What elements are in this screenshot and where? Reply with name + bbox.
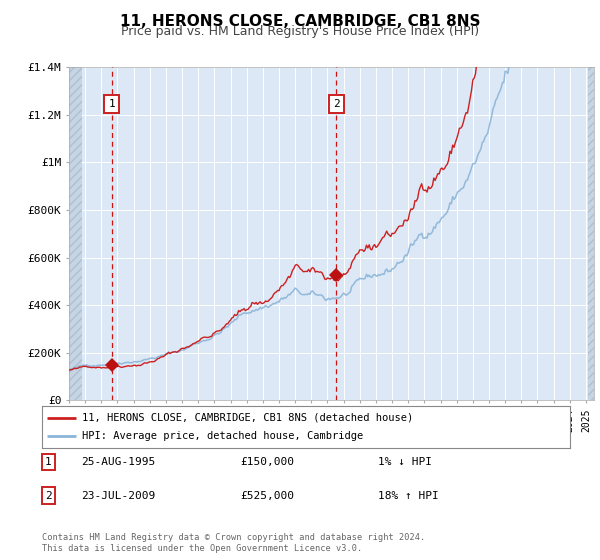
Text: 1: 1 xyxy=(45,457,52,467)
Text: Contains HM Land Registry data © Crown copyright and database right 2024.: Contains HM Land Registry data © Crown c… xyxy=(42,533,425,542)
Text: 25-AUG-1995: 25-AUG-1995 xyxy=(81,457,155,467)
Text: 23-JUL-2009: 23-JUL-2009 xyxy=(81,491,155,501)
Text: £150,000: £150,000 xyxy=(240,457,294,467)
Bar xyxy=(69,67,82,400)
Text: 2: 2 xyxy=(333,99,340,109)
Text: HPI: Average price, detached house, Cambridge: HPI: Average price, detached house, Camb… xyxy=(82,431,363,441)
Text: £525,000: £525,000 xyxy=(240,491,294,501)
Text: 2: 2 xyxy=(45,491,52,501)
Text: 11, HERONS CLOSE, CAMBRIDGE, CB1 8NS: 11, HERONS CLOSE, CAMBRIDGE, CB1 8NS xyxy=(120,14,480,29)
Text: Price paid vs. HM Land Registry's House Price Index (HPI): Price paid vs. HM Land Registry's House … xyxy=(121,25,479,38)
Text: 1: 1 xyxy=(109,99,115,109)
Text: 18% ↑ HPI: 18% ↑ HPI xyxy=(378,491,439,501)
Text: This data is licensed under the Open Government Licence v3.0.: This data is licensed under the Open Gov… xyxy=(42,544,362,553)
Text: 1% ↓ HPI: 1% ↓ HPI xyxy=(378,457,432,467)
Bar xyxy=(589,67,594,400)
Text: 11, HERONS CLOSE, CAMBRIDGE, CB1 8NS (detached house): 11, HERONS CLOSE, CAMBRIDGE, CB1 8NS (de… xyxy=(82,413,413,423)
